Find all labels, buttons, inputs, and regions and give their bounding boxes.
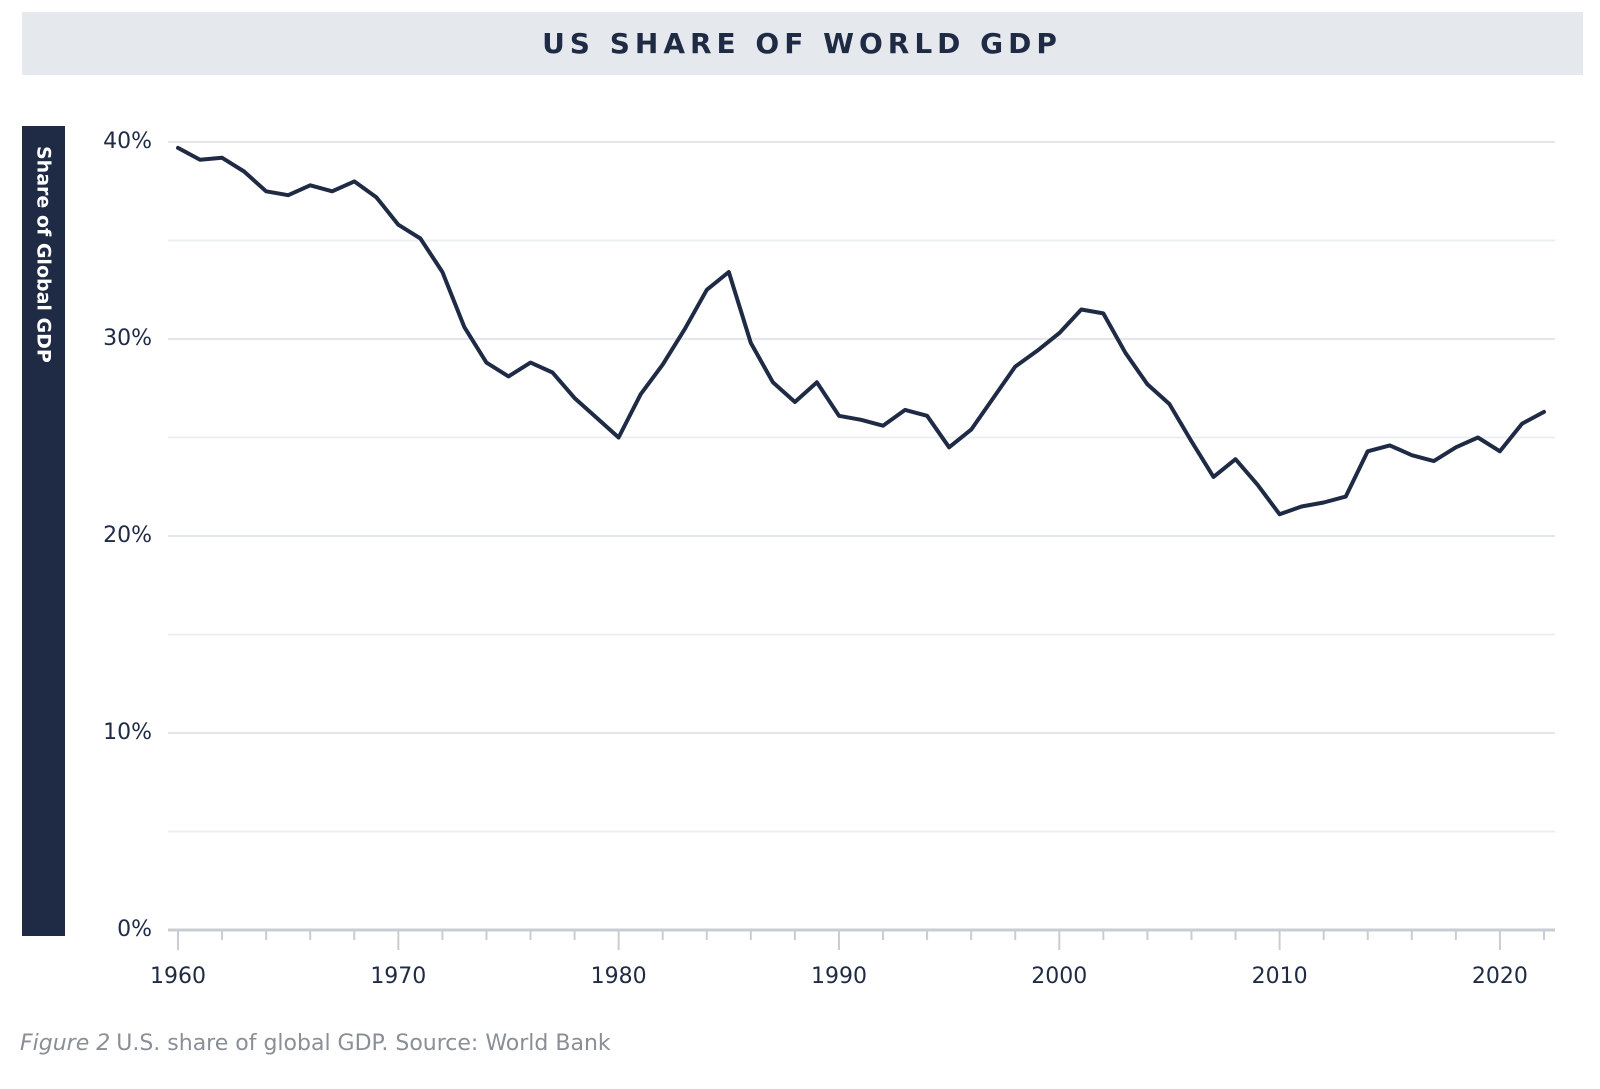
x-tick-label: 1960 <box>150 964 206 989</box>
y-tick-label: 30% <box>103 326 152 351</box>
x-tick-label: 1980 <box>591 964 647 989</box>
y-tick-label: 10% <box>103 720 152 745</box>
caption-text: U.S. share of global GDP. Source: World … <box>116 1031 611 1056</box>
x-tick-label: 2020 <box>1472 964 1528 989</box>
caption: Figure 2 U.S. share of global GDP. Source… <box>20 1031 611 1056</box>
y-tick-label: 20% <box>103 523 152 548</box>
title-bar <box>22 12 1583 75</box>
x-tick-label: 1970 <box>370 964 426 989</box>
x-tick-label: 2000 <box>1031 964 1087 989</box>
y-label-bar <box>22 126 65 936</box>
data-line <box>176 145 1546 517</box>
y-tick-label: 40% <box>103 129 152 154</box>
chart-title: US SHARE OF WORLD GDP <box>542 27 1062 60</box>
y-tick-label: 0% <box>117 917 152 942</box>
x-tick-label: 1990 <box>811 964 867 989</box>
caption-figure: Figure 2 <box>20 1031 110 1056</box>
y-axis-label: Share of Global GDP <box>33 146 55 363</box>
x-tick-label: 2010 <box>1252 964 1308 989</box>
